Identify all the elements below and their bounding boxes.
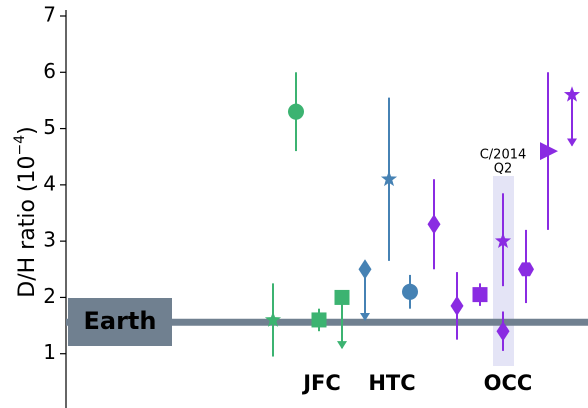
upper-limit-arrow xyxy=(567,138,577,147)
earth-label: Earth xyxy=(84,307,157,335)
marker xyxy=(427,214,441,235)
marker xyxy=(494,232,512,249)
marker xyxy=(311,312,327,328)
y-axis-label: D/H ratio (10−4) xyxy=(12,126,40,297)
upper-limit-arrow xyxy=(360,312,370,321)
marker xyxy=(334,289,350,305)
group-label: HTC xyxy=(368,371,415,395)
marker xyxy=(380,170,398,187)
y-label-exponent: −4 xyxy=(12,135,28,156)
y-tick-label: 3 xyxy=(43,228,56,252)
y-tick-label: 5 xyxy=(43,115,56,139)
marker xyxy=(563,86,581,102)
marker xyxy=(288,103,304,120)
marker xyxy=(402,283,418,300)
y-tick-label: 1 xyxy=(43,340,56,364)
marker xyxy=(540,142,558,161)
y-tick-label: 4 xyxy=(43,171,56,195)
annotation: C/2014 xyxy=(480,148,527,163)
y-tick-label: 6 xyxy=(43,59,56,83)
marker xyxy=(496,321,510,342)
group-label: JFC xyxy=(301,371,341,395)
annotation: Q2 xyxy=(494,162,513,177)
marker xyxy=(450,295,464,316)
y-label-text-end: ) xyxy=(15,126,40,135)
upper-limit-arrow xyxy=(337,341,347,350)
marker xyxy=(472,287,488,303)
y-tick-label: 7 xyxy=(43,3,56,27)
marker xyxy=(518,262,534,277)
group-label: OCC xyxy=(484,371,533,395)
y-tick-label: 2 xyxy=(43,284,56,308)
marker xyxy=(358,259,372,280)
marker xyxy=(264,311,282,327)
earth-box xyxy=(68,298,172,346)
y-label-text: D/H ratio (10 xyxy=(15,156,40,298)
